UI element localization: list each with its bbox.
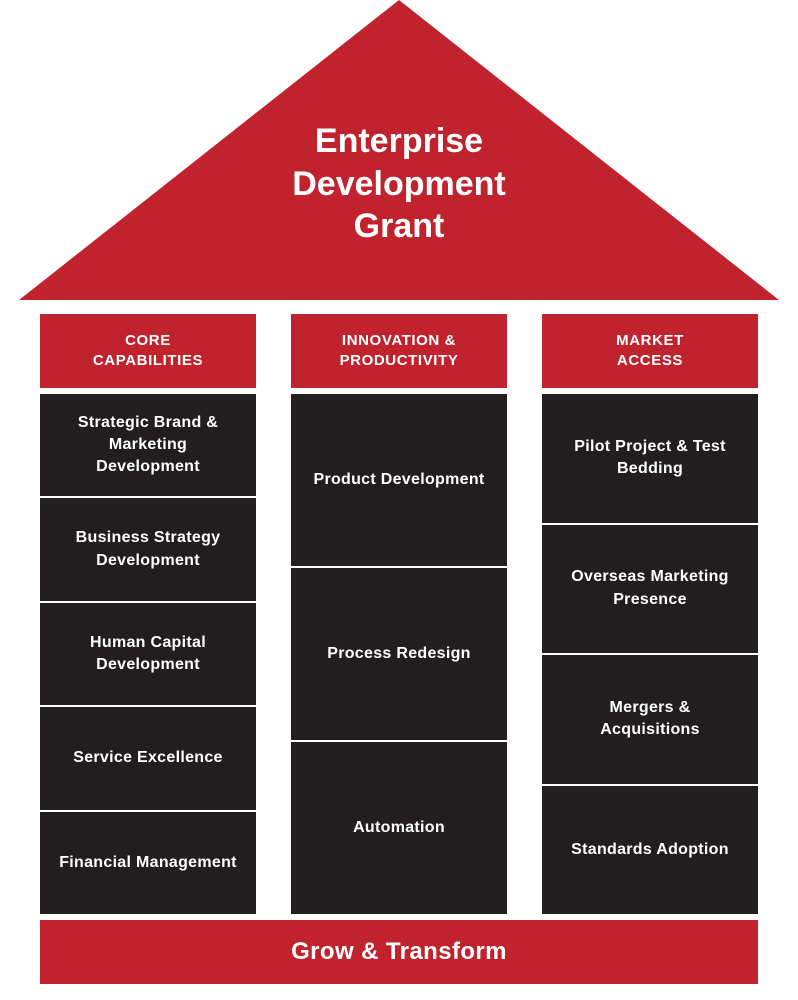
pillar-item: Financial Management	[40, 812, 256, 914]
pillar-header: CORE CAPABILITIES	[40, 314, 256, 388]
house-diagram: Enterprise Development Grant CORE CAPABI…	[40, 0, 758, 984]
footer-label: Grow & Transform	[291, 938, 507, 966]
pillars-row: CORE CAPABILITIES Strategic Brand & Mark…	[40, 314, 758, 914]
pillar-header-line2: PRODUCTIVITY	[340, 352, 459, 369]
pillar-item: Human Capital Development	[40, 603, 256, 707]
pillar-item: Product Development	[291, 394, 507, 568]
pillar-item: Mergers & Acquisitions	[542, 655, 758, 786]
pillar-item: Business Strategy Development	[40, 498, 256, 602]
roof-title-line2: Development	[292, 165, 506, 203]
pillar-header-line1: INNOVATION &	[342, 332, 456, 349]
pillar-header-line1: MARKET	[616, 332, 684, 349]
pillar-item: Automation	[291, 742, 507, 914]
pillar-body: Product Development Process Redesign Aut…	[291, 394, 507, 914]
pillar-header: MARKET ACCESS	[542, 314, 758, 388]
pillar-body: Pilot Project & Test Bedding Overseas Ma…	[542, 394, 758, 914]
roof-title-line3: Grant	[354, 207, 445, 245]
pillar-header: INNOVATION & PRODUCTIVITY	[291, 314, 507, 388]
pillar-header-line2: ACCESS	[617, 352, 683, 369]
pillar-item: Process Redesign	[291, 568, 507, 742]
pillar-item: Pilot Project & Test Bedding	[542, 394, 758, 525]
pillar-core-capabilities: CORE CAPABILITIES Strategic Brand & Mark…	[40, 314, 256, 914]
footer-bar: Grow & Transform	[40, 920, 758, 984]
pillar-body: Strategic Brand & Marketing Development …	[40, 394, 256, 914]
pillar-market-access: MARKET ACCESS Pilot Project & Test Beddi…	[542, 314, 758, 914]
roof: Enterprise Development Grant	[19, 0, 779, 300]
pillar-item: Strategic Brand & Marketing Development	[40, 394, 256, 498]
roof-title-line1: Enterprise	[315, 122, 483, 160]
pillar-item: Service Excellence	[40, 707, 256, 811]
pillar-header-line2: CAPABILITIES	[93, 352, 203, 369]
pillar-item: Overseas Marketing Presence	[542, 525, 758, 656]
pillar-innovation-productivity: INNOVATION & PRODUCTIVITY Product Develo…	[291, 314, 507, 914]
roof-title: Enterprise Development Grant	[19, 120, 779, 248]
pillar-item: Standards Adoption	[542, 786, 758, 915]
pillar-header-line1: CORE	[125, 332, 171, 349]
